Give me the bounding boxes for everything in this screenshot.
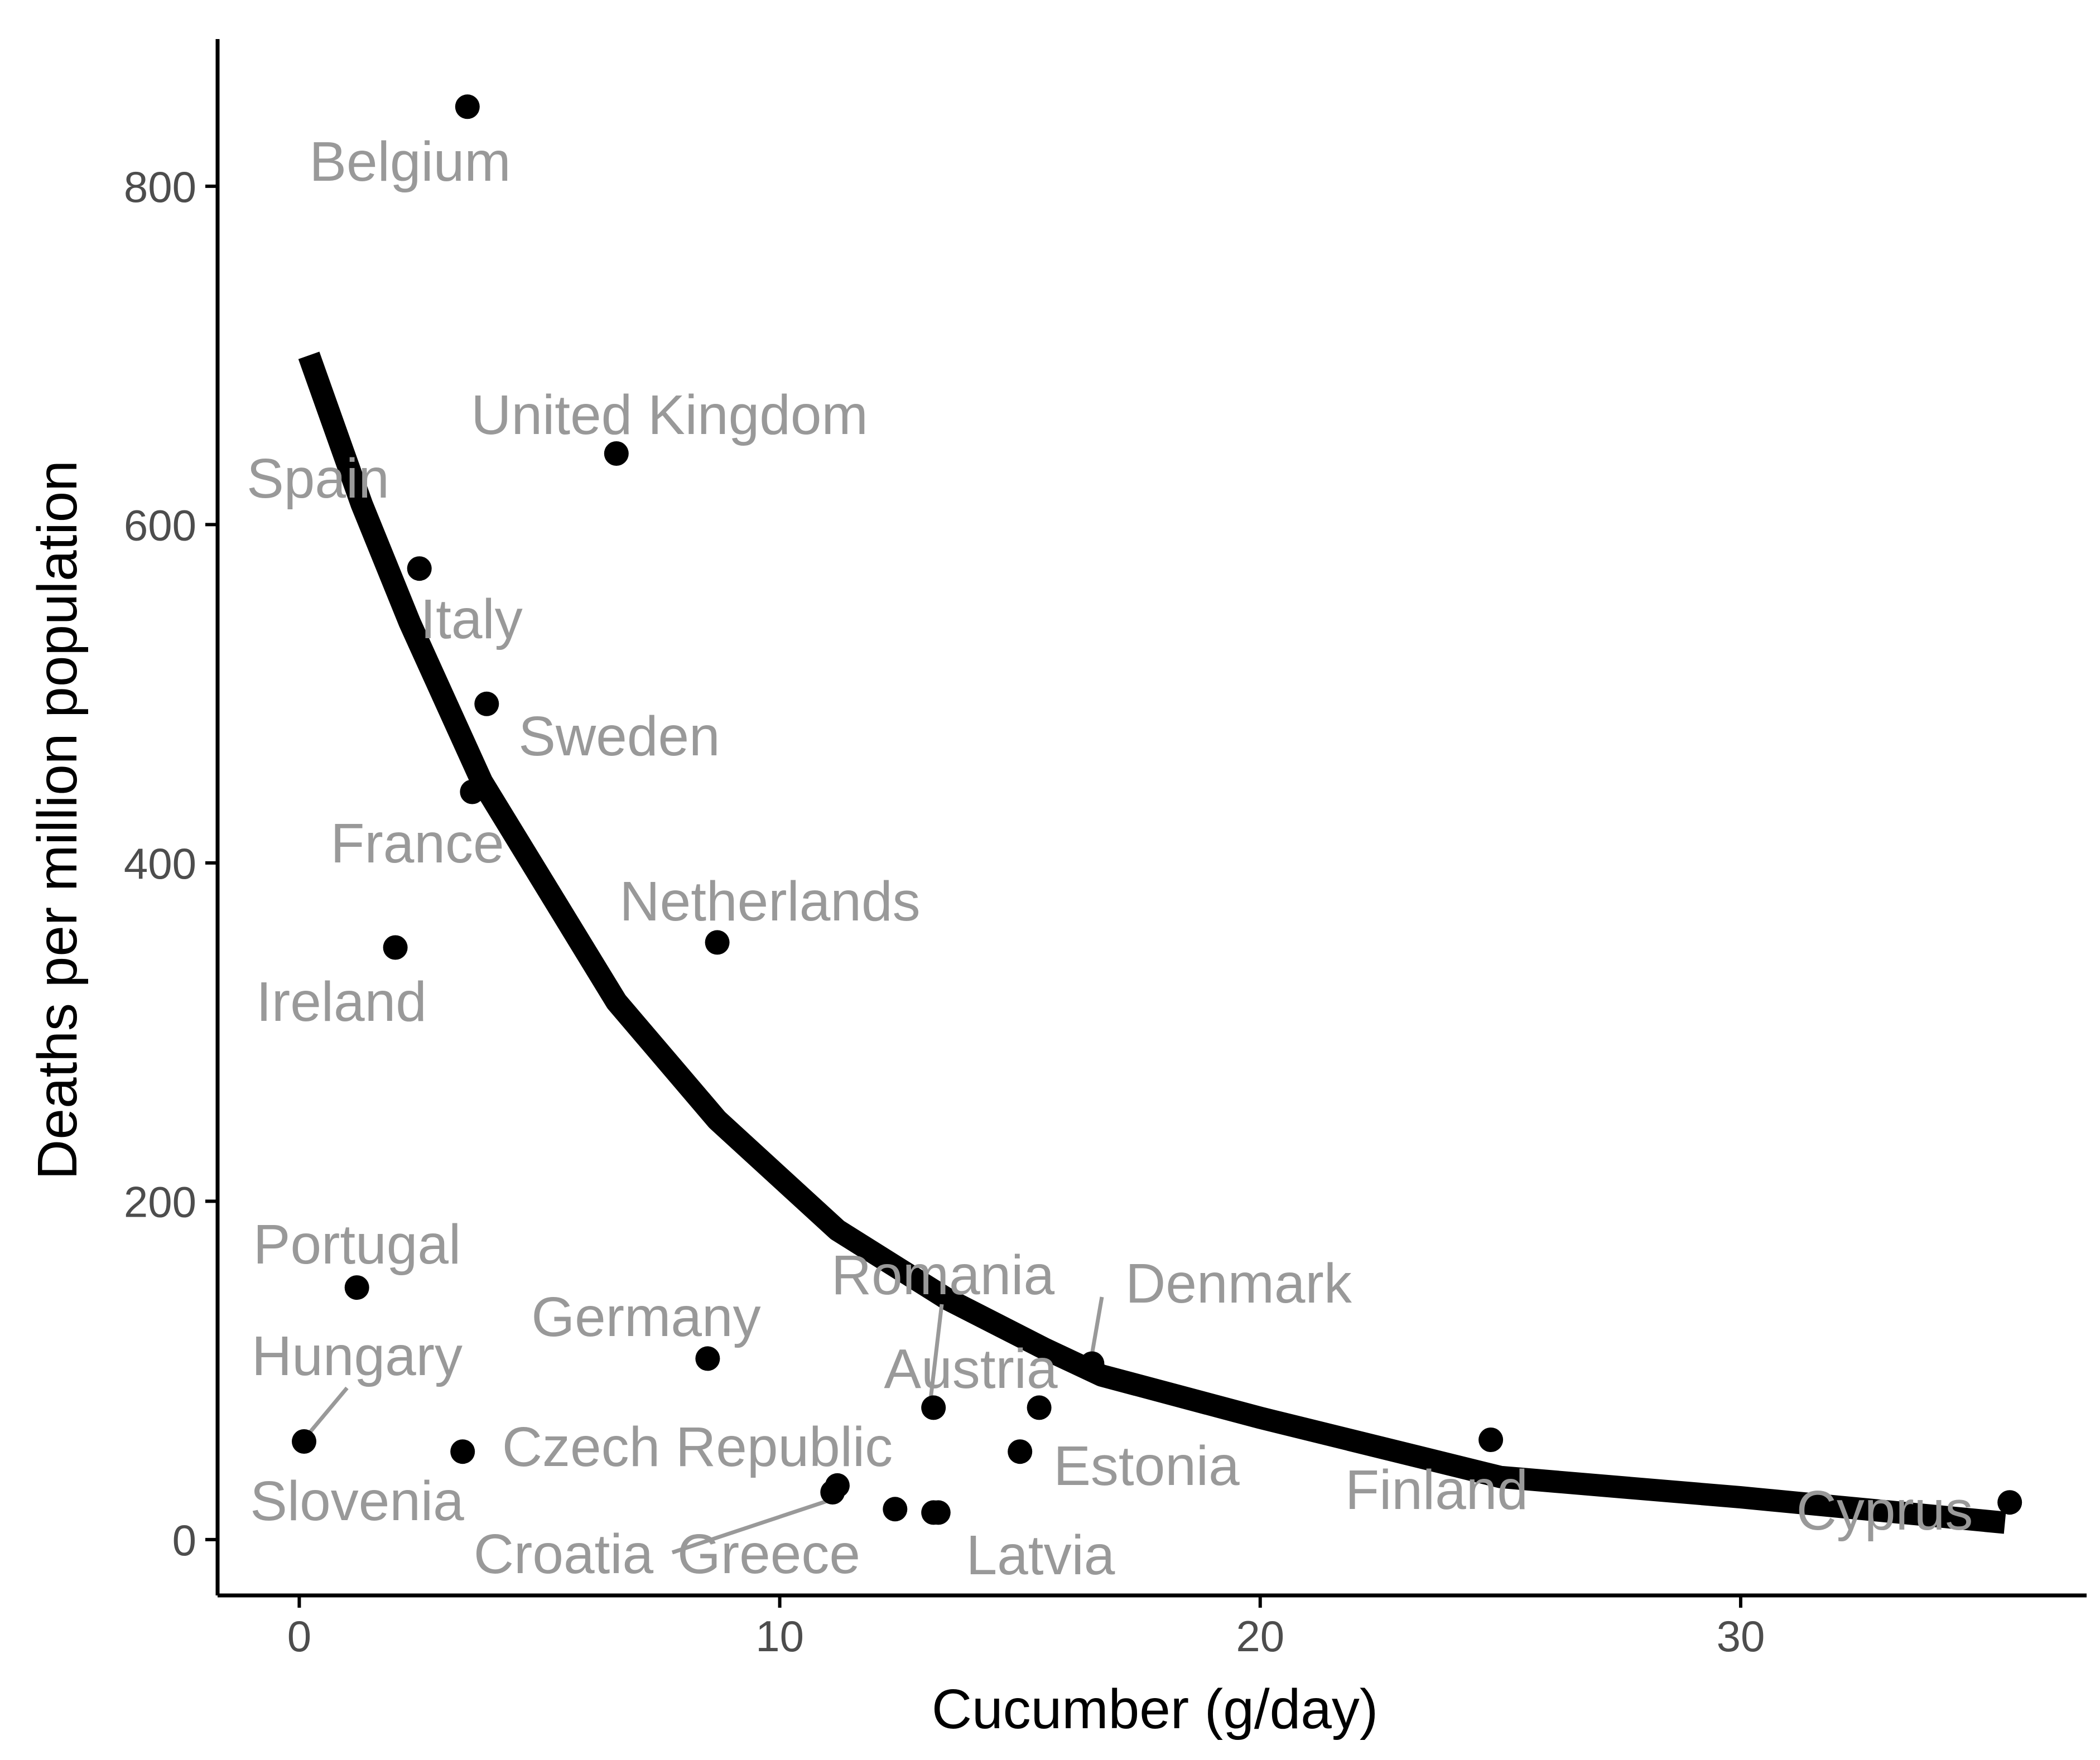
label-united-kingdom: United Kingdom bbox=[471, 384, 868, 446]
x-tick-label: 10 bbox=[755, 1612, 804, 1661]
axis-layer: 0 10 20 30 0 200 400 600 800 bbox=[124, 39, 2087, 1661]
point-slovenia bbox=[820, 1480, 845, 1505]
x-axis-title: Cucumber (g/day) bbox=[932, 1678, 1378, 1740]
label-portugal: Portugal bbox=[253, 1213, 461, 1276]
point-hungary bbox=[450, 1439, 475, 1464]
y-tick-label: 200 bbox=[124, 1177, 196, 1226]
leader-romania bbox=[927, 1304, 944, 1409]
label-croatia: Croatia bbox=[474, 1523, 654, 1585]
point-france bbox=[383, 935, 408, 960]
label-hungary: Hungary bbox=[252, 1325, 463, 1387]
point-layer bbox=[292, 94, 2022, 1525]
label-denmark: Denmark bbox=[1125, 1252, 1352, 1315]
leader-greece bbox=[671, 1496, 838, 1555]
label-cyprus: Cyprus bbox=[1796, 1479, 1973, 1542]
point-romania bbox=[921, 1395, 946, 1420]
label-austria: Austria bbox=[884, 1338, 1058, 1400]
label-romania: Romania bbox=[831, 1244, 1055, 1306]
label-layer: Belgium United Kingdom Spain Italy SwedenFra… bbox=[247, 131, 1973, 1587]
point-cyprus bbox=[1997, 1490, 2022, 1515]
y-tick-label: 800 bbox=[124, 162, 196, 211]
label-czech-republic: Czech Republic bbox=[502, 1416, 893, 1478]
label-latvia: Latvia bbox=[966, 1524, 1115, 1587]
label-spain: Spain bbox=[247, 447, 389, 510]
point-ireland bbox=[292, 1429, 316, 1454]
leader-hungary bbox=[302, 1386, 349, 1441]
label-greece: Greece bbox=[677, 1523, 860, 1585]
point-germany bbox=[695, 1346, 720, 1371]
point-denmark bbox=[1080, 1351, 1105, 1376]
point-croatia bbox=[883, 1497, 908, 1522]
label-sweden: Sweden bbox=[518, 705, 720, 768]
point-belgium bbox=[455, 94, 480, 119]
y-tick-label: 600 bbox=[124, 500, 196, 549]
trend-layer bbox=[298, 351, 2006, 1534]
label-netherlands: Netherlands bbox=[619, 870, 920, 933]
point-sweden bbox=[460, 779, 485, 804]
y-tick-label: 400 bbox=[124, 839, 196, 888]
label-estonia: Estonia bbox=[1053, 1435, 1240, 1497]
label-slovenia: Slovenia bbox=[250, 1470, 464, 1532]
label-italy: Italy bbox=[420, 588, 522, 650]
point-italy bbox=[474, 691, 499, 716]
x-tick-label: 20 bbox=[1236, 1612, 1284, 1661]
point-finland bbox=[1478, 1428, 1504, 1452]
y-axis-title: Deaths per million population bbox=[26, 460, 89, 1180]
label-belgium: Belgium bbox=[309, 131, 510, 193]
label-finland: Finland bbox=[1345, 1459, 1528, 1521]
point-austria bbox=[1027, 1395, 1052, 1420]
label-germany: Germany bbox=[531, 1286, 760, 1348]
point-spain bbox=[407, 556, 432, 581]
trend-line bbox=[298, 351, 2006, 1534]
y-tick-label: 0 bbox=[172, 1516, 196, 1565]
point-united-kingdom bbox=[604, 441, 629, 466]
x-tick-label: 0 bbox=[287, 1612, 311, 1661]
point-estonia bbox=[1008, 1439, 1033, 1464]
point-latvia bbox=[921, 1500, 946, 1525]
label-france: France bbox=[330, 812, 504, 875]
x-tick-label: 30 bbox=[1717, 1612, 1765, 1661]
label-ireland: Ireland bbox=[256, 971, 427, 1033]
point-netherlands bbox=[705, 930, 730, 955]
point-portugal bbox=[344, 1275, 369, 1300]
